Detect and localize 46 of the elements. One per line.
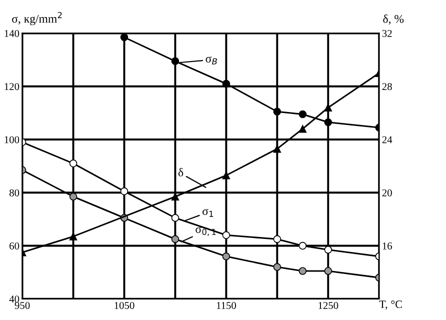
point xyxy=(171,192,180,201)
y2-tick-label: 32 xyxy=(382,30,392,37)
y-tick-label: 120 xyxy=(4,83,20,90)
x-tick-label: 1050 xyxy=(114,302,134,309)
point xyxy=(222,252,230,260)
point xyxy=(222,80,230,88)
point xyxy=(222,231,230,240)
point xyxy=(69,160,78,168)
point xyxy=(273,108,282,116)
x-tick-label: 1250 xyxy=(318,302,338,309)
y2-tick-label: 16 xyxy=(382,242,392,250)
point xyxy=(171,235,180,244)
y-tick-label: 40 xyxy=(9,296,20,303)
y-tick-label: 140 xyxy=(4,30,20,37)
y-tick-label: 60 xyxy=(10,242,20,250)
annotation: σ$_{B}$ xyxy=(206,56,217,64)
x-tick-label: 950 xyxy=(14,302,30,309)
point xyxy=(324,118,332,126)
x-tick-label: 1150 xyxy=(216,302,236,309)
y2-tick-label: 24 xyxy=(382,136,392,144)
point xyxy=(298,125,307,133)
x-axis-title: T, °C xyxy=(379,300,402,310)
annotation: σ$_{1}$ xyxy=(202,208,214,217)
point xyxy=(171,214,180,222)
point xyxy=(324,267,332,275)
y2-tick-label: 28 xyxy=(382,83,392,90)
y2-tick-label: 20 xyxy=(382,189,392,196)
point xyxy=(324,104,332,112)
point xyxy=(69,192,78,201)
point xyxy=(273,144,282,153)
y-tick-label: 100 xyxy=(4,136,20,144)
annotation: σ$_{0,1}$ xyxy=(196,226,216,236)
point xyxy=(273,235,282,244)
y-tick-label: 80 xyxy=(10,189,20,196)
point xyxy=(120,187,128,196)
y2-axis-title: δ, % xyxy=(383,14,404,25)
point xyxy=(298,267,307,275)
point xyxy=(171,57,180,66)
point xyxy=(324,246,332,254)
point xyxy=(273,263,282,271)
annotation: δ xyxy=(178,168,184,176)
y-axis-title: σ, кg/mm$^{2}$ xyxy=(12,12,62,26)
point xyxy=(120,33,128,42)
point xyxy=(69,232,78,240)
point xyxy=(298,242,307,250)
point xyxy=(298,110,307,118)
